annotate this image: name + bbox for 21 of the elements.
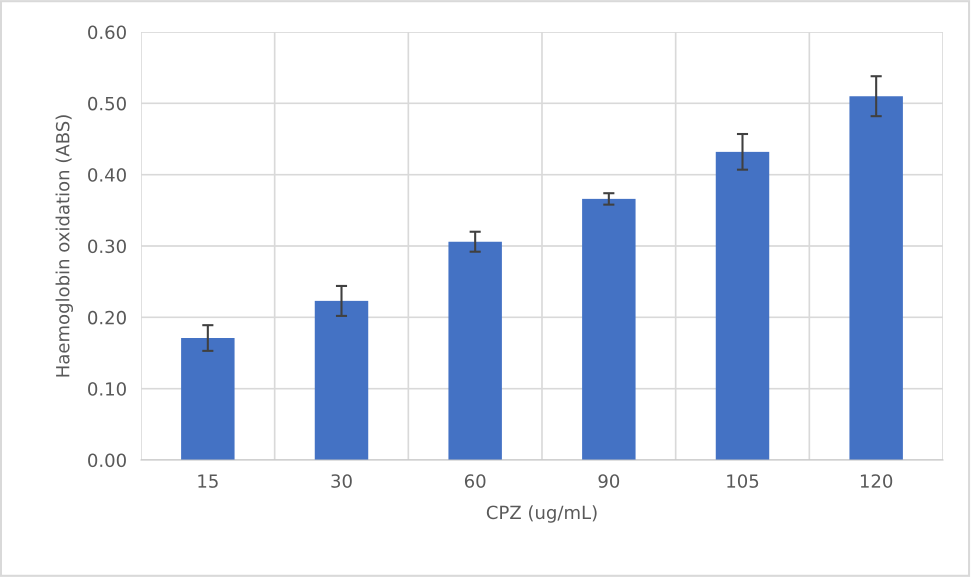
x-tick-label: 60 [464, 474, 486, 488]
y-tick-label: 0.50 [88, 96, 126, 110]
bar [582, 198, 636, 460]
bar [716, 152, 770, 460]
x-tick-label: 30 [331, 474, 352, 488]
y-tick-label: 0.00 [88, 453, 126, 468]
bar [314, 300, 368, 460]
x-axis-title: CPZ (ug/mL) [486, 505, 597, 523]
y-tick-label: 0.20 [88, 310, 126, 324]
y-tick-label: 0.40 [88, 168, 126, 182]
y-tick-label: 0.60 [88, 25, 126, 40]
x-tick-label: 15 [198, 474, 218, 488]
y-tick-label: 0.30 [88, 239, 126, 254]
x-tick-label: 90 [598, 474, 620, 488]
bar [448, 242, 502, 460]
x-tick-label: 120 [860, 474, 892, 488]
y-axis-title: Haemoglobin oxidation (ABS) [56, 115, 74, 377]
bar [849, 96, 903, 460]
bar [181, 338, 235, 460]
y-tick-label: 0.10 [88, 382, 126, 396]
x-tick-label: 105 [727, 474, 758, 488]
